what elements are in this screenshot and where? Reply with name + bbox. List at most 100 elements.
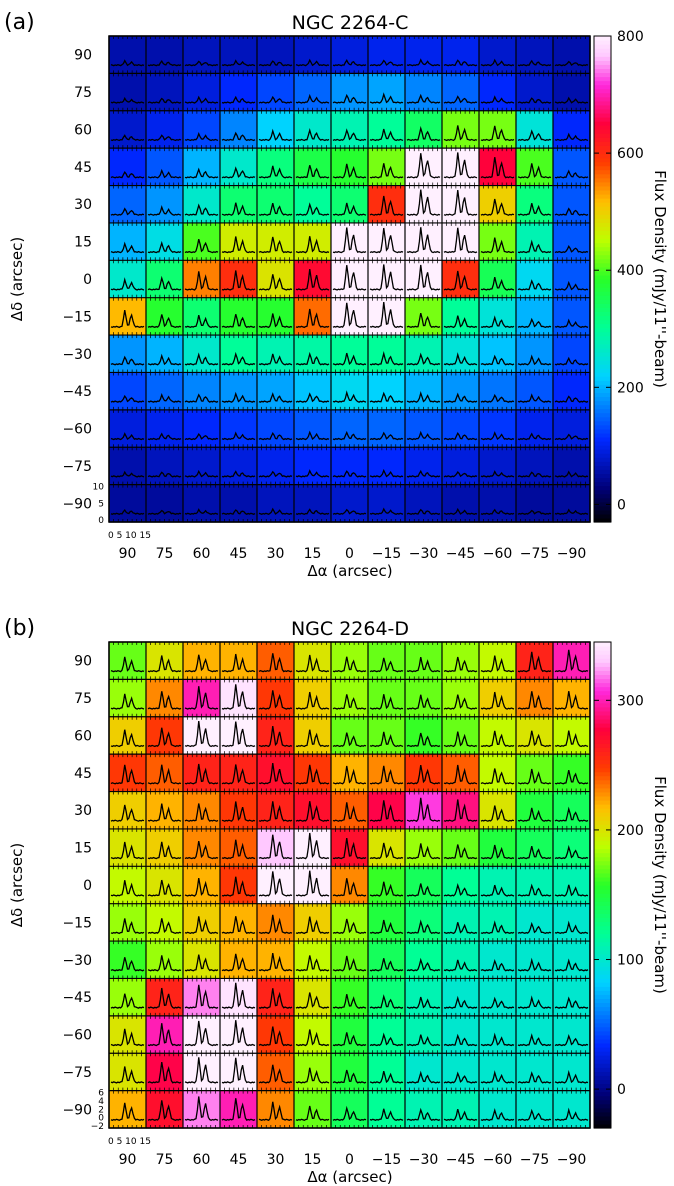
heatmap-cell [553,716,591,755]
spectrum-line [110,134,145,142]
spectrum-line [554,207,589,216]
spectrum-line [147,134,182,142]
heatmap-cell [294,903,332,942]
spectrum-line [184,1057,219,1084]
spectrum-line [554,884,589,897]
spectrum-line [480,354,515,366]
spectrum-line [184,271,219,291]
spectrum-line [406,189,441,216]
spectrum-line [258,690,293,710]
spectrum-line [332,878,367,897]
heatmap-cell [220,1053,258,1092]
heatmap-cell [516,791,554,830]
heatmap-cell [294,297,332,336]
heatmap-cell [442,828,480,867]
spectrum-line [332,163,367,179]
y-tick-label: −60 [62,422,92,438]
spectrum-line [110,804,145,822]
heatmap-cell [331,36,369,74]
spectrum-line [517,354,552,366]
heatmap-cell [368,36,406,74]
spectrum-line [221,236,256,254]
spectrum-line [517,768,552,785]
heatmap-cell [479,642,517,680]
colorbar-tick-label: 400 [617,263,644,279]
spectrum-line [369,264,404,291]
heatmap-cell [220,1090,258,1129]
spectrum-line [110,1028,145,1047]
spectrum-y-tick: 0 [98,1114,104,1124]
spectrum-line [184,984,219,1009]
spectrum-line [295,508,330,515]
heatmap-cell [405,372,443,411]
heatmap-cell [331,222,369,261]
heatmap-cell [405,754,443,793]
heatmap-cell [146,148,184,187]
spectrum-line [517,1071,552,1084]
heatmap-cell [368,222,406,261]
spectrum-line [184,314,219,329]
y-tick-label: 90 [74,654,92,670]
spectrum-line [221,59,256,67]
x-axis-label: Δα (arcsec) [307,1168,392,1186]
x-tick-label: 75 [156,1152,174,1168]
spectrum-line [110,470,145,478]
spectrum-line [147,392,182,403]
y-tick-label: −45 [62,384,92,400]
heatmap-cell [294,73,332,112]
heatmap-cell [331,941,369,980]
heatmap-cell [516,148,554,187]
heatmap-cell [442,36,480,74]
spectrum-line [295,93,330,104]
heatmap-cell [368,260,406,299]
heatmap-cell [183,866,221,905]
heatmap-cell [294,941,332,980]
heatmap-cell [109,185,147,224]
heatmap-cell [109,978,147,1017]
heatmap-cell [109,484,147,523]
heatmap-cell [109,222,147,261]
heatmap-cell [553,297,591,336]
heatmap-cell [368,73,406,112]
heatmap-cell [220,73,258,112]
heatmap-cell [183,297,221,336]
heatmap-cell [516,754,554,793]
spectrum-line [369,59,404,67]
y-tick-label: 30 [74,803,92,819]
heatmap-cell [331,791,369,830]
heatmap-cells [109,642,591,1129]
spectrum-line [110,764,145,785]
heatmap-cell [368,679,406,718]
heatmap-cell [331,1090,369,1129]
spectrum-line [147,275,182,291]
heatmap-cell [331,1053,369,1092]
heatmap-cell [479,679,517,718]
spectrum-line [110,171,145,179]
heatmap-cell [442,73,480,112]
spectrum-line [443,315,478,329]
x-tick-label: 90 [119,1152,137,1168]
spectrum-line [258,236,293,254]
spectrum-line [258,952,293,972]
spectrum-line [406,312,441,329]
spectrum-line [517,239,552,254]
spectrum-line [221,982,256,1009]
spectrum-line [221,351,256,366]
heatmap-cell [220,335,258,374]
x-tick-label: −75 [520,546,550,562]
heatmap-cell [220,642,258,680]
spectrum-line [147,168,182,179]
heatmap-cell [146,1090,184,1129]
x-tick-label: 30 [267,1152,285,1168]
heatmap-cell [553,941,591,980]
x-tick-label: −90 [557,1152,587,1168]
spectrum-line [221,131,256,142]
spectrum-line [480,431,515,441]
heatmap-cell [479,754,517,793]
y-tick-label: 15 [74,841,92,857]
heatmap-cell [442,148,480,187]
heatmap-cell [146,447,184,486]
heatmap-cell [146,185,184,224]
spectrum-line [147,1100,182,1121]
heatmap-cell [479,36,517,74]
